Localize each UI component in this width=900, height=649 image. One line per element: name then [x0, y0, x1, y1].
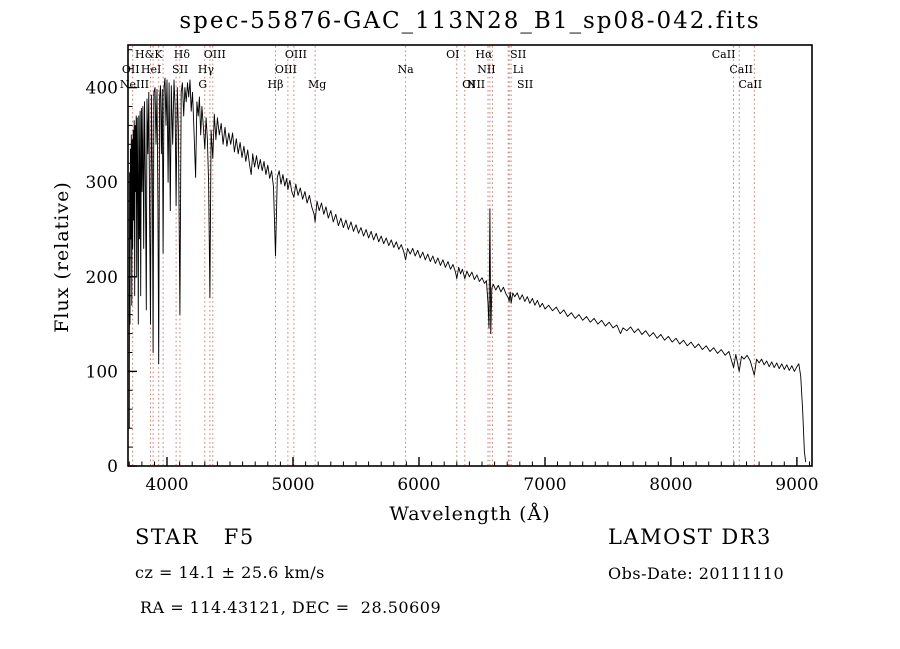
spectral-line-label: Hγ: [198, 63, 215, 76]
survey-release-label: LAMOST DR3: [608, 525, 772, 549]
plot-title: spec-55876-GAC_113N28_B1_sp08-042.fits: [179, 8, 761, 34]
x-axis-label: Wavelength (Å): [389, 503, 551, 525]
spectral-line-label: CaII: [729, 63, 753, 76]
x-tick-label: 4000: [145, 475, 188, 495]
object-class-label: STAR F5: [135, 525, 255, 549]
spectral-line-label: Na: [398, 63, 415, 76]
y-tick-label: 300: [86, 173, 118, 193]
x-tick-label: 7000: [523, 475, 566, 495]
spectral-line-label: G: [198, 78, 207, 91]
spectral-line-label: OI: [446, 48, 459, 61]
ra-dec-value: RA = 114.43121, DEC = 28.50609: [140, 598, 442, 617]
spectral-line-label: SII: [510, 48, 526, 61]
spectral-line-label: CaII: [712, 48, 736, 61]
x-tick-label: 6000: [397, 475, 440, 495]
y-axis-label: Flux (relative): [51, 181, 73, 333]
y-tick-label: 400: [86, 79, 118, 99]
spectral-line-label: OI: [462, 78, 475, 91]
spectral-line-label: OIII: [275, 63, 297, 76]
spectral-line-label: Hα: [475, 48, 493, 61]
plot-frame: [127, 44, 813, 467]
spectral-line-label: Li: [513, 63, 524, 76]
spectral-line-label: Hδ: [174, 48, 191, 61]
spectral-line-label: HeI: [141, 63, 161, 76]
spectral-line-label: H&K: [135, 48, 163, 61]
spectral-line-label: SII: [172, 63, 188, 76]
spectral-line-label: Hβ: [268, 78, 284, 91]
x-tick-label: 5000: [271, 475, 314, 495]
x-tick-label: 9000: [775, 475, 818, 495]
spectral-line-label: NII: [467, 78, 485, 91]
y-tick-label: 0: [107, 457, 118, 477]
obs-date-value: Obs-Date: 20111110: [608, 564, 785, 583]
spectrum-path: [128, 77, 807, 463]
x-tick-label: 8000: [649, 475, 692, 495]
spectral-line-label: SII: [517, 78, 533, 91]
y-tick-label: 100: [86, 362, 118, 382]
spectral-line-label: NII: [477, 63, 495, 76]
spectral-line-label: CaII: [738, 78, 762, 91]
cz-value: cz = 14.1 ± 25.6 km/s: [135, 563, 325, 582]
spectral-line-label: NeIII: [120, 78, 149, 91]
spectral-line-label: OII: [122, 63, 140, 76]
spectral-line-label: OIII: [204, 48, 226, 61]
spectral-line-label: OIII: [285, 48, 307, 61]
y-tick-label: 200: [86, 268, 118, 288]
spectral-line-label: Mg: [308, 78, 326, 91]
